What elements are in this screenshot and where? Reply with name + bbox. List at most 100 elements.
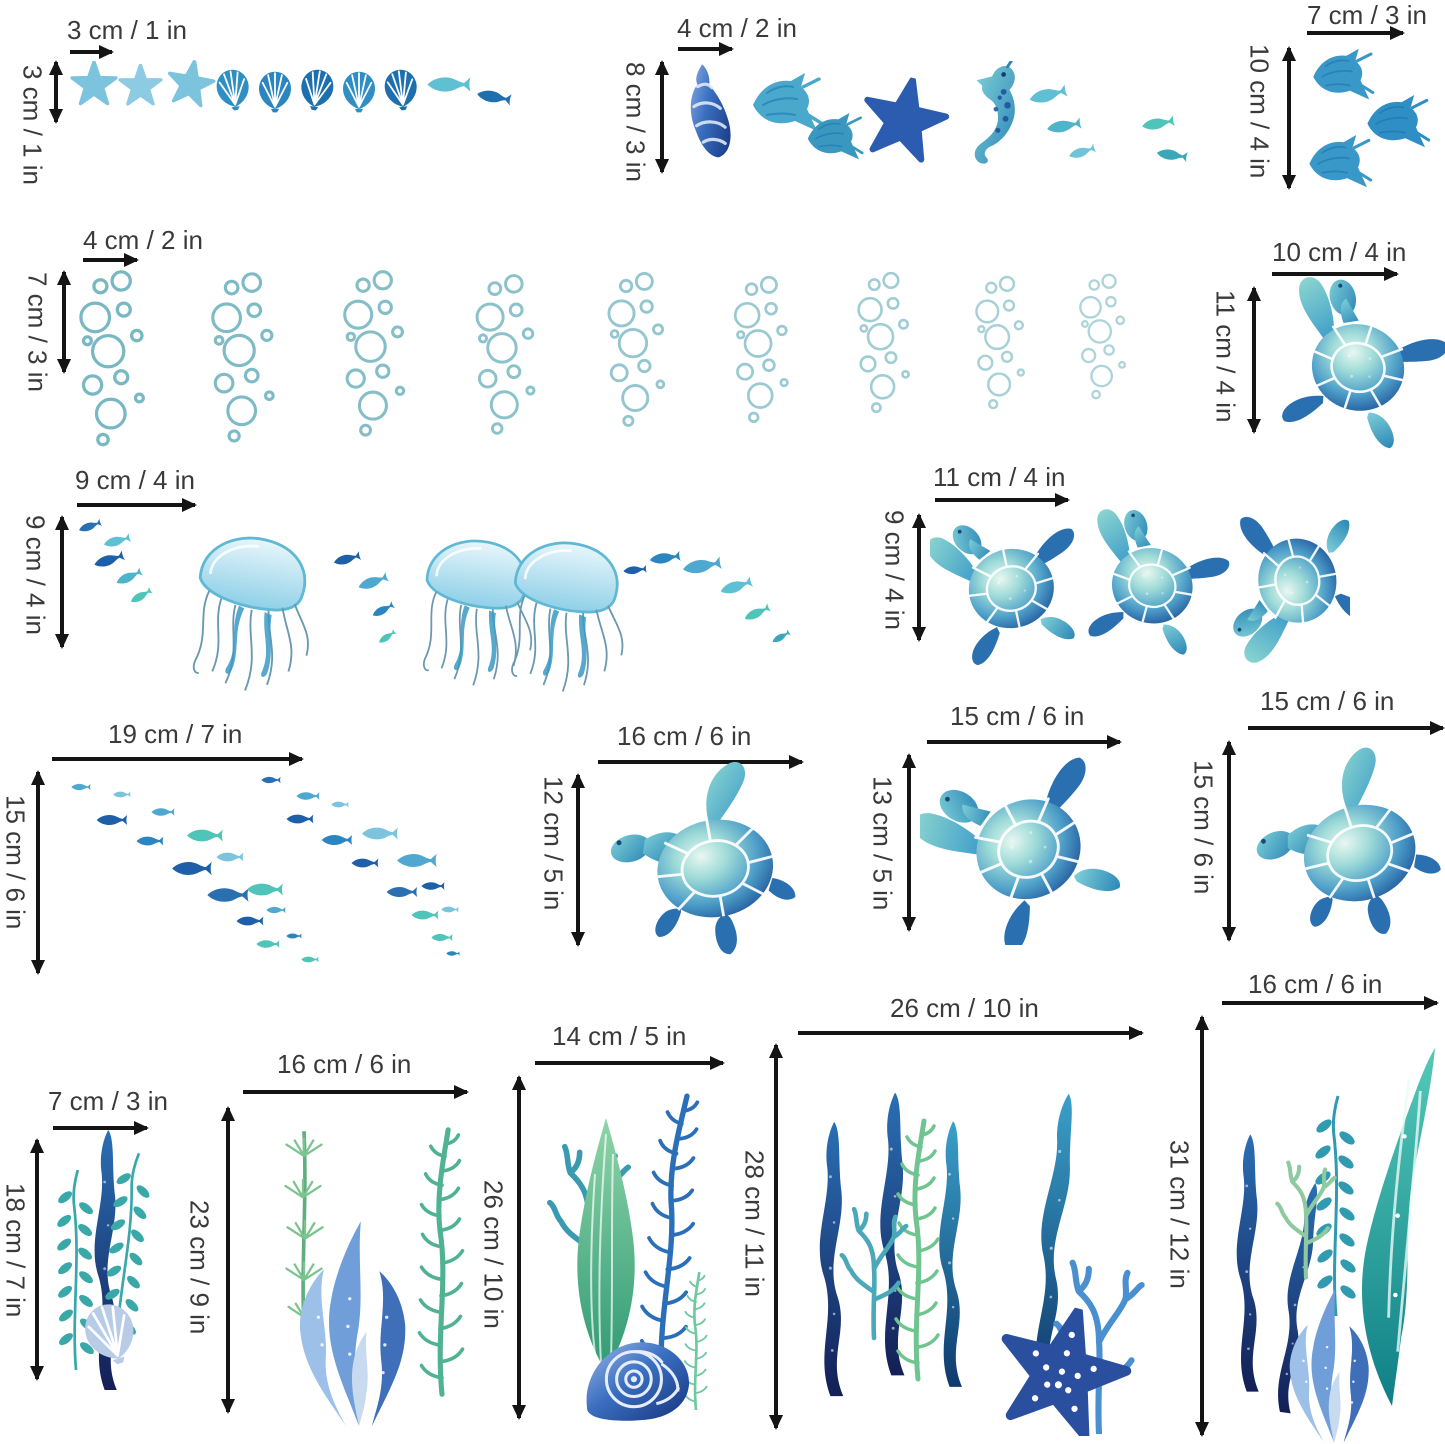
fish-icon bbox=[719, 576, 754, 597]
width-label: 16 cm / 6 in bbox=[617, 721, 752, 751]
fish-icon bbox=[771, 629, 791, 645]
fish-icon bbox=[623, 564, 647, 576]
fish-icon bbox=[1028, 84, 1068, 106]
width-label: 9 cm / 4 in bbox=[75, 465, 195, 495]
height-label: 23 cm / 9 in bbox=[184, 1200, 215, 1335]
width-label: 16 cm / 6 in bbox=[1248, 969, 1383, 999]
fish-icon bbox=[1067, 143, 1097, 161]
height-arrow bbox=[571, 773, 585, 947]
jellyfish-icon bbox=[180, 528, 327, 702]
height-label: 9 cm / 4 in bbox=[20, 515, 51, 635]
width-arrow bbox=[243, 1085, 469, 1099]
tall-seaweed-art bbox=[1236, 1046, 1437, 1443]
fish-icon bbox=[427, 77, 471, 92]
seaweed-icon bbox=[1289, 1288, 1369, 1443]
width-arrow bbox=[678, 42, 734, 56]
width-arrow bbox=[935, 493, 1070, 507]
height-label: 18 cm / 7 in bbox=[0, 1183, 31, 1318]
starfish-icon bbox=[163, 56, 219, 109]
height-arrow bbox=[1222, 740, 1236, 942]
bubbles-icon bbox=[975, 275, 1026, 410]
sea-turtle-icon bbox=[1268, 272, 1445, 455]
width-label: 16 cm / 6 in bbox=[277, 1049, 412, 1079]
width-label: 26 cm / 10 in bbox=[890, 993, 1039, 1023]
height-label: 15 cm / 6 in bbox=[0, 795, 31, 930]
width-label: 7 cm / 3 in bbox=[1307, 0, 1427, 30]
bubbles-icon bbox=[211, 272, 275, 443]
height-arrow bbox=[1247, 286, 1261, 434]
starfish-icon bbox=[118, 64, 163, 106]
sea-turtle-art bbox=[920, 745, 1128, 945]
sea-turtle-art bbox=[606, 760, 797, 956]
height-label: 10 cm / 4 in bbox=[1244, 44, 1275, 179]
width-arrow bbox=[598, 755, 804, 769]
fish-icon bbox=[649, 550, 681, 566]
height-label: 28 cm / 11 in bbox=[739, 1150, 770, 1297]
fish-icon bbox=[114, 567, 144, 587]
seaweed-snail-art bbox=[533, 1072, 709, 1423]
fish-icon bbox=[129, 586, 153, 606]
height-arrow bbox=[769, 1043, 783, 1430]
sea-turtle-icon bbox=[920, 745, 1128, 945]
width-arrow bbox=[53, 1121, 149, 1135]
height-arrow bbox=[49, 60, 63, 124]
height-label: 12 cm / 5 in bbox=[538, 776, 569, 911]
starfish-icon bbox=[70, 61, 118, 106]
width-label: 15 cm / 6 in bbox=[950, 701, 1085, 731]
sea-turtle-art bbox=[1268, 272, 1445, 455]
width-arrow bbox=[927, 735, 1122, 749]
scallop-shell-icon bbox=[296, 66, 337, 114]
fish-icon bbox=[681, 556, 723, 576]
height-arrow bbox=[31, 770, 45, 975]
seaweed-coral-starfish-art bbox=[819, 1092, 1171, 1436]
scallop-shell-icon bbox=[381, 67, 421, 114]
bubbles-icon bbox=[475, 273, 536, 435]
jellyfish-icon bbox=[499, 534, 638, 701]
starfish-shells-fish-row-art bbox=[70, 56, 512, 114]
height-arrow bbox=[57, 270, 71, 374]
scallop-shell-icon bbox=[213, 66, 253, 114]
fish-icon bbox=[476, 88, 512, 106]
sea-turtle-icon bbox=[930, 505, 1098, 672]
width-arrow bbox=[1272, 267, 1399, 281]
sea-turtle-icon bbox=[1066, 505, 1240, 668]
fish-icon bbox=[1141, 115, 1175, 132]
sea-turtle-icon bbox=[606, 760, 797, 956]
seaweed-shell-art bbox=[53, 1130, 159, 1390]
height-label: 15 cm / 6 in bbox=[1188, 760, 1219, 895]
height-label: 31 cm / 12 in bbox=[1164, 1140, 1195, 1289]
scallop-shell-icon bbox=[342, 70, 376, 113]
height-arrow bbox=[1282, 46, 1296, 190]
height-arrow bbox=[902, 753, 916, 932]
sea-turtle-icon bbox=[1208, 505, 1350, 668]
seaweed-cluster-art bbox=[283, 1100, 483, 1427]
width-label: 11 cm / 4 in bbox=[933, 462, 1066, 492]
width-arrow bbox=[798, 1026, 1144, 1040]
bubbles-icon bbox=[733, 275, 789, 424]
seaweed-icon bbox=[299, 1221, 406, 1427]
conch-shell-icon bbox=[682, 59, 736, 162]
bubbles-icon bbox=[1079, 273, 1127, 400]
scallop-shell-icon bbox=[258, 70, 292, 113]
width-label: 3 cm / 1 in bbox=[67, 15, 187, 45]
seaweed-icon bbox=[1236, 1134, 1259, 1392]
width-arrow bbox=[83, 253, 139, 267]
seaweed-icon bbox=[819, 1121, 844, 1397]
width-label: 4 cm / 2 in bbox=[83, 225, 203, 255]
angelfish-trio-art bbox=[1307, 47, 1431, 189]
fish-icon bbox=[332, 551, 362, 567]
sea-turtle-art bbox=[1242, 738, 1445, 952]
fish-icon bbox=[742, 603, 772, 623]
fish-icon bbox=[1156, 147, 1188, 163]
bubbles-row-art bbox=[79, 270, 1127, 447]
bubbles-icon bbox=[857, 271, 911, 414]
fish-icon bbox=[92, 550, 126, 570]
width-arrow bbox=[1248, 721, 1445, 735]
height-label: 8 cm / 3 in bbox=[620, 62, 651, 182]
width-arrow bbox=[52, 752, 304, 766]
seaweed-icon bbox=[896, 1121, 938, 1379]
fish-icon bbox=[102, 533, 132, 549]
width-label: 15 cm / 6 in bbox=[1260, 686, 1395, 716]
angelfish-icon bbox=[1307, 133, 1373, 189]
